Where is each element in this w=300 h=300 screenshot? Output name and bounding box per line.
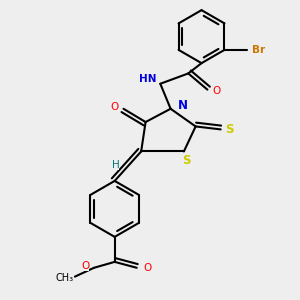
Text: S: S [183, 154, 191, 167]
Text: O: O [143, 263, 151, 273]
Text: O: O [81, 261, 89, 271]
Text: Br: Br [252, 45, 266, 55]
Text: O: O [213, 86, 221, 96]
Text: HN: HN [139, 74, 157, 84]
Text: O: O [110, 102, 118, 112]
Text: S: S [225, 123, 234, 136]
Text: H: H [112, 160, 119, 170]
Text: CH₃: CH₃ [56, 273, 74, 283]
Text: N: N [177, 99, 188, 112]
